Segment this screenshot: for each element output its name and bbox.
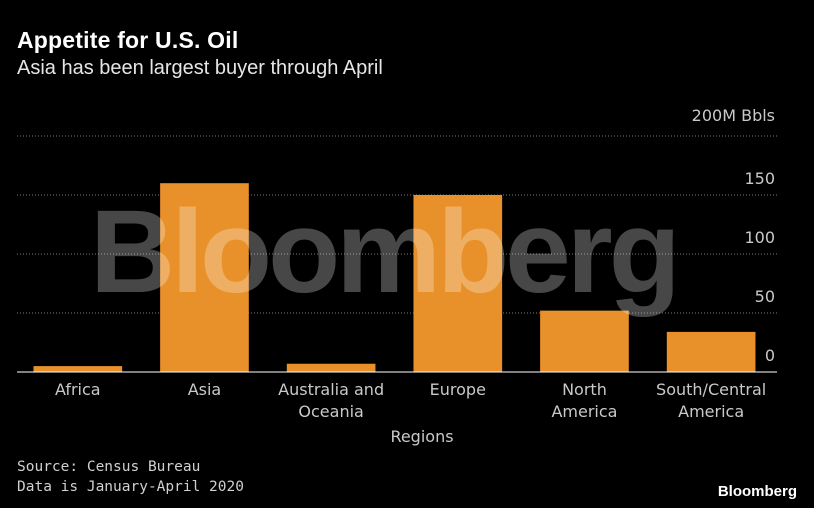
bar	[160, 183, 249, 372]
y-unit-label: 200M Bbls	[692, 106, 775, 125]
category-label: South/Central	[656, 380, 766, 399]
category-label: North	[562, 380, 607, 399]
gridlines	[17, 135, 777, 314]
bar	[286, 363, 376, 372]
source-line: Source: Census Bureau	[17, 459, 201, 475]
category-label: Asia	[188, 380, 222, 399]
bar	[666, 331, 756, 372]
bloomberg-watermark: Bloomberg	[90, 186, 677, 318]
bars	[33, 183, 756, 372]
category-label: Africa	[55, 380, 101, 399]
data-period-line: Data is January-April 2020	[17, 479, 244, 495]
bar	[540, 310, 629, 372]
y-tick-label: 0	[765, 346, 775, 365]
bar	[33, 366, 123, 372]
category-label: Europe	[430, 380, 486, 399]
y-tick-label: 50	[755, 287, 775, 306]
y-tick-label: 100	[744, 228, 775, 247]
chart-subtitle: Asia has been largest buyer through Apri…	[17, 57, 383, 79]
source-note: Source: Census Bureau Data is January-Ap…	[17, 457, 244, 497]
chart-title: Appetite for U.S. Oil	[17, 27, 239, 53]
category-label: Australia and	[278, 380, 384, 399]
y-tick-label: 150	[744, 169, 775, 188]
bloomberg-logo: Bloomberg	[717, 483, 797, 500]
category-label: America	[678, 402, 744, 421]
y-tick-labels: 0 50 100 150	[744, 169, 775, 365]
category-label: Oceania	[298, 402, 363, 421]
bar	[413, 195, 503, 372]
category-label: America	[551, 402, 617, 421]
x-axis-label: Regions	[390, 427, 453, 446]
category-labels: Africa Asia Australia and Oceania Europe Nort…	[55, 380, 766, 421]
